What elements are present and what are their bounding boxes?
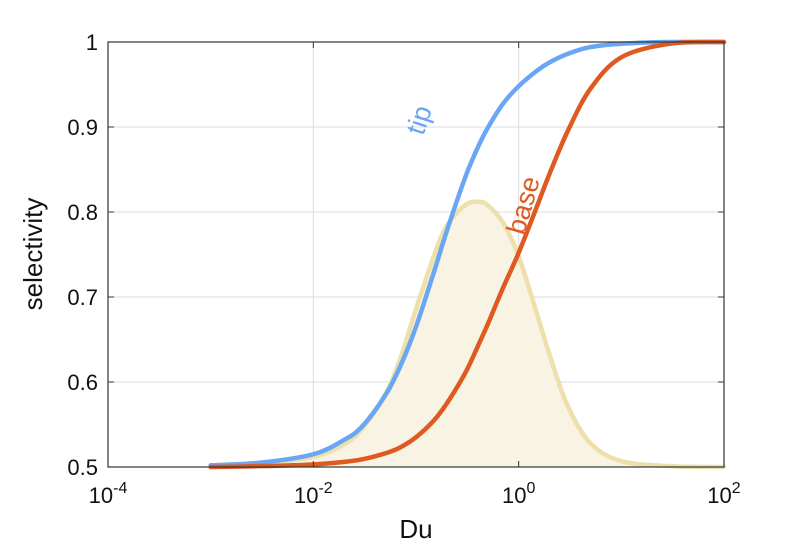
x-tick-label: 102 (707, 480, 740, 508)
y-tick-label: 0.9 (67, 115, 98, 140)
y-tick-label: 0.8 (67, 200, 98, 225)
x-tick-label: 10-4 (89, 480, 128, 508)
distribution-area (210, 201, 725, 467)
series-layer (208, 39, 727, 470)
plot-frame (107, 41, 725, 468)
x-tick-label: 100 (502, 480, 535, 508)
y-axis-title: selectivity (18, 198, 48, 311)
x-tick-label: 10-2 (294, 480, 333, 508)
y-tick-label: 0.5 (67, 455, 98, 480)
base-line (208, 39, 727, 470)
y-tick-label: 0.6 (67, 370, 98, 395)
tip-line (208, 39, 727, 468)
y-tick-label: 1 (86, 30, 98, 55)
distribution-line (208, 199, 727, 470)
axis-ticks: 10-4 10-2 100 102 0.5 0.6 0.7 0.8 0.9 1 (67, 30, 740, 508)
x-axis-title: Du (399, 514, 432, 544)
y-tick-label: 0.7 (67, 285, 98, 310)
